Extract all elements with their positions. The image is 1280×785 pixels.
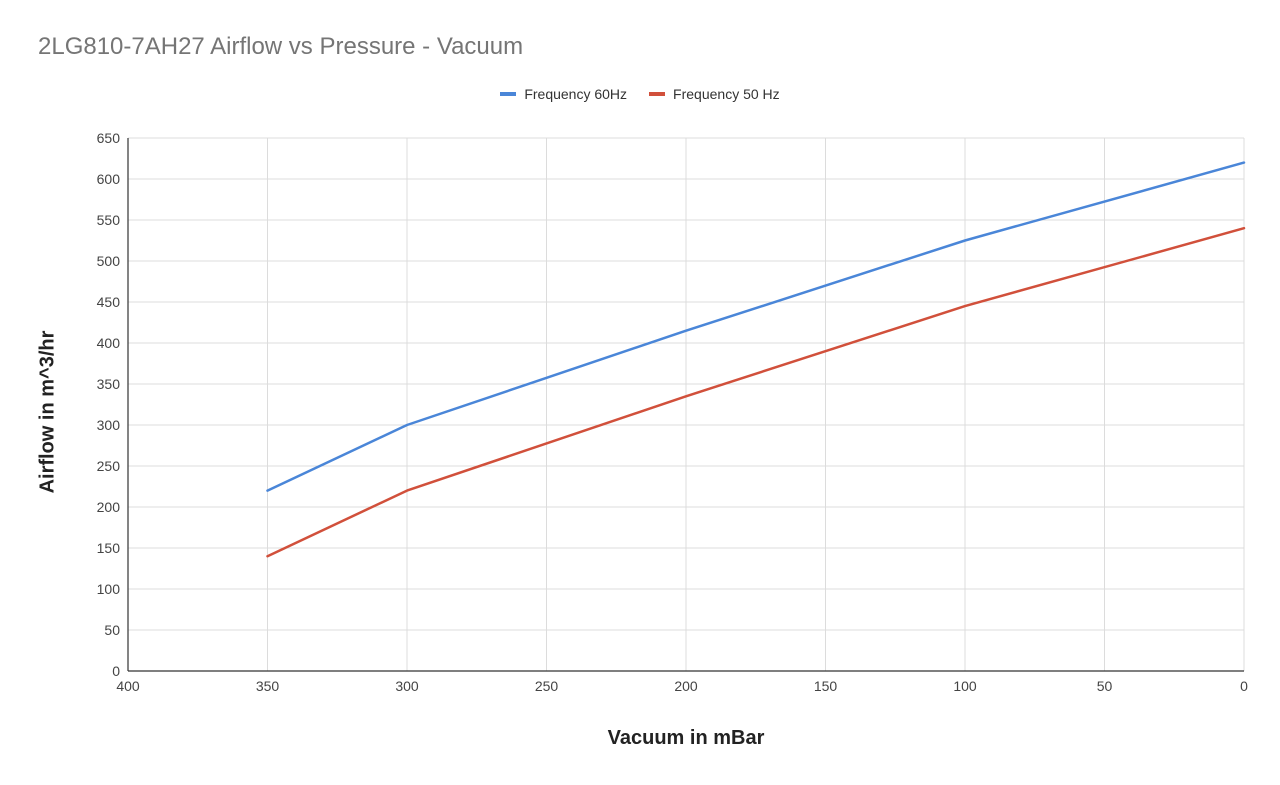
y-tick-label: 250 bbox=[97, 458, 121, 474]
x-tick-label: 100 bbox=[953, 678, 977, 694]
y-tick-label: 650 bbox=[97, 130, 121, 146]
x-tick-label: 200 bbox=[674, 678, 698, 694]
legend-label-60hz: Frequency 60Hz bbox=[524, 86, 628, 102]
legend-swatch-60hz bbox=[500, 92, 517, 96]
legend: Frequency 60Hz Frequency 50 Hz bbox=[0, 86, 1280, 102]
y-tick-label: 0 bbox=[112, 663, 120, 679]
x-tick-label: 400 bbox=[116, 678, 140, 694]
x-tick-label: 350 bbox=[256, 678, 280, 694]
y-tick-label: 200 bbox=[97, 499, 121, 515]
chart-title: 2LG810-7AH27 Airflow vs Pressure - Vacuu… bbox=[38, 33, 524, 60]
y-tick-label: 150 bbox=[97, 540, 121, 556]
y-tick-label: 450 bbox=[97, 294, 121, 310]
y-tick-label: 300 bbox=[97, 417, 121, 433]
x-axis-label: Vacuum in mBar bbox=[607, 727, 765, 749]
y-tick-label: 100 bbox=[97, 581, 121, 597]
y-tick-label: 500 bbox=[97, 253, 121, 269]
legend-item-60hz[interactable]: Frequency 60Hz bbox=[500, 86, 627, 102]
x-tick-label: 50 bbox=[1097, 678, 1113, 694]
legend-label-50hz: Frequency 50 Hz bbox=[673, 86, 780, 102]
y-tick-label: 600 bbox=[97, 171, 121, 187]
y-tick-label: 350 bbox=[97, 376, 121, 392]
legend-swatch-50hz bbox=[649, 92, 666, 96]
series-line-0 bbox=[266, 161, 1246, 492]
y-tick-label: 400 bbox=[97, 335, 121, 351]
x-tick-label: 300 bbox=[395, 678, 419, 694]
x-tick-label: 0 bbox=[1240, 678, 1248, 694]
legend-item-50hz[interactable]: Frequency 50 Hz bbox=[649, 86, 780, 102]
x-tick-label: 150 bbox=[814, 678, 838, 694]
series-line-1 bbox=[266, 226, 1246, 558]
y-tick-label: 50 bbox=[104, 622, 120, 638]
y-tick-label: 550 bbox=[97, 212, 121, 228]
x-tick-label: 250 bbox=[535, 678, 559, 694]
